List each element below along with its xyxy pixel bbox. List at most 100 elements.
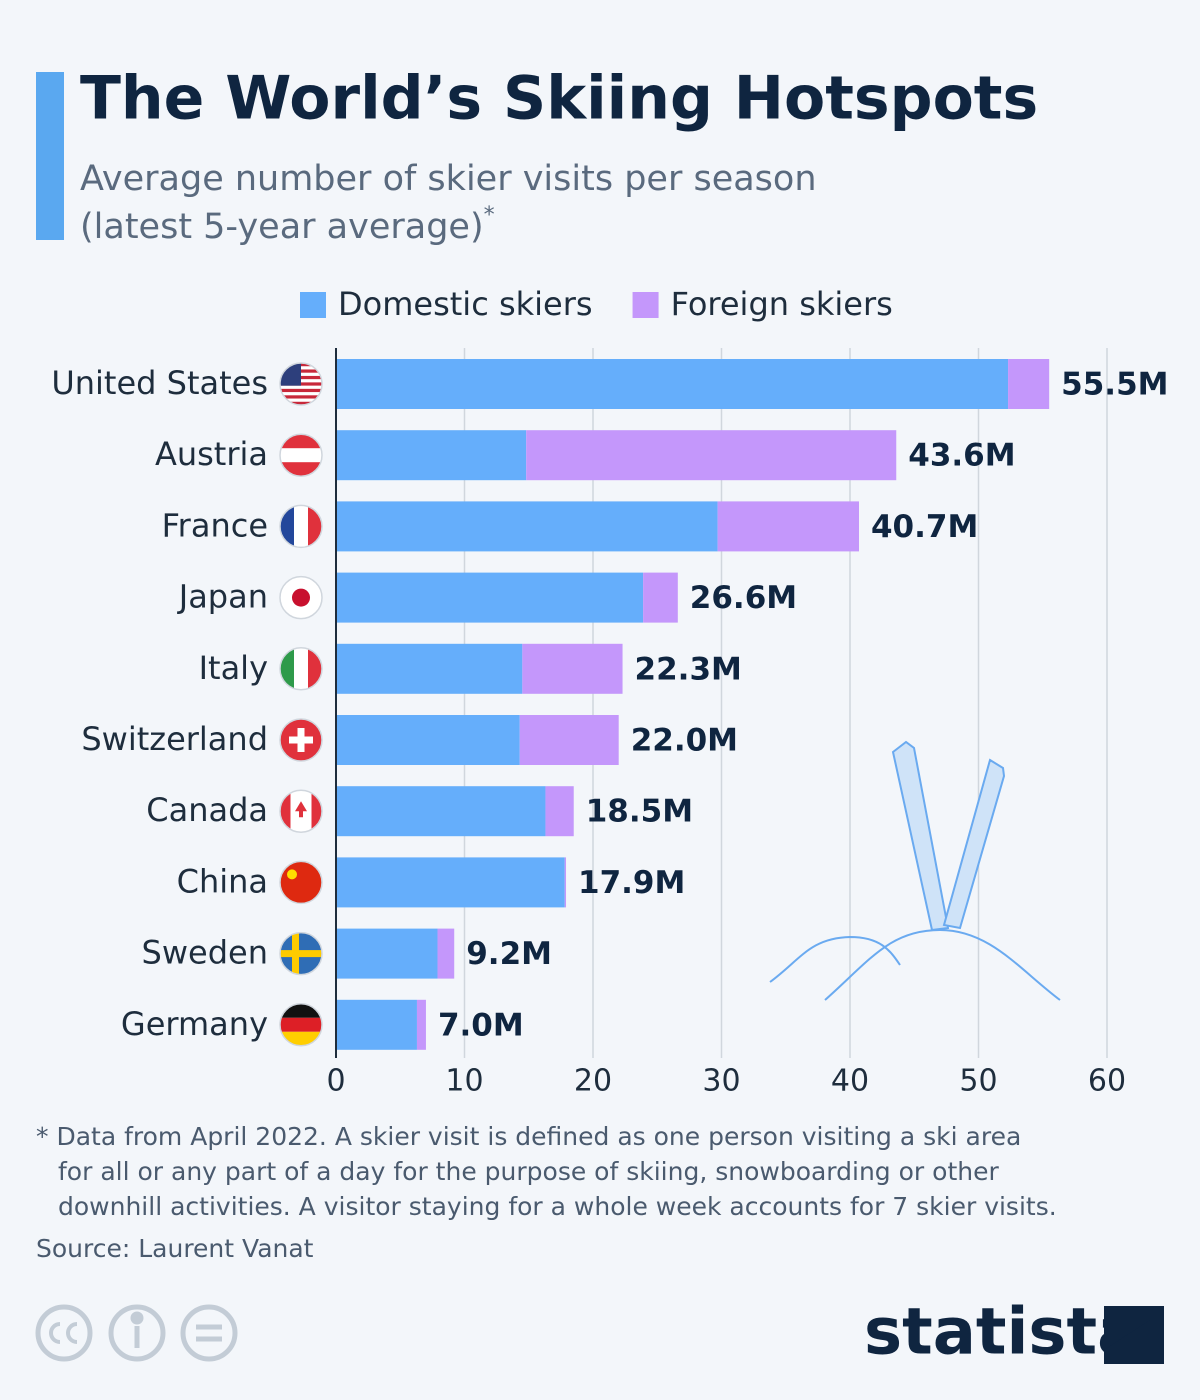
data-label: 22.0M [631, 723, 738, 759]
flag [280, 861, 322, 904]
brand-icon [1104, 1306, 1164, 1364]
bar-segment [1008, 359, 1050, 409]
y-tick-label: Austria [155, 435, 268, 473]
bar-segment [336, 430, 527, 481]
bar-segment [336, 786, 546, 837]
data-label: 55.5M [1061, 367, 1168, 403]
legend-swatch [632, 292, 659, 318]
x-tick-label: 40 [831, 1064, 869, 1099]
bar-segment [336, 501, 718, 552]
y-tick-label: Canada [146, 791, 268, 829]
plot: Domestic skiers Foreign skiers 0 10 20 30 40 50… [51, 285, 1168, 1099]
flag [280, 932, 322, 975]
chart-title: The World’s Skiing Hotspots [80, 64, 1038, 134]
flag-part [292, 932, 299, 975]
flag-part [280, 401, 322, 405]
flag-border [279, 575, 323, 620]
bar-segment [336, 999, 417, 1050]
ski-illustration [769, 740, 1061, 1001]
data-label: 40.7M [871, 509, 978, 545]
x-tick-label: 50 [959, 1064, 997, 1099]
accent-bar [36, 72, 64, 240]
bar-segment [519, 715, 619, 765]
flag-part [280, 388, 322, 393]
y-tick-label: Germany [121, 1005, 268, 1043]
flag-border [279, 362, 323, 406]
bar-segment [336, 857, 565, 908]
flag-part [280, 448, 322, 463]
bar-segment [336, 715, 520, 765]
flag-part [311, 790, 322, 833]
legend-swatch [300, 292, 326, 318]
flag-border [279, 504, 323, 549]
footnote: for all or any part of a day for the pur… [58, 1157, 999, 1186]
flag-part [287, 869, 297, 880]
flag-part [294, 647, 308, 690]
bar-segment [336, 572, 644, 623]
subtitle-line: (latest 5-year average) [80, 207, 484, 247]
y-tick-label: China [177, 862, 268, 900]
bar-segment [522, 643, 623, 694]
y-tick-label: United States [51, 364, 268, 402]
data-label: 9.2M [466, 936, 552, 972]
bar-segment [336, 643, 523, 694]
bar-segment [717, 501, 859, 552]
data-label: 18.5M [586, 794, 693, 830]
flag [280, 790, 322, 833]
y-tick-label: Japan [177, 578, 268, 616]
flag [280, 576, 322, 619]
legend-label: Domestic skiers [338, 285, 593, 323]
flag-part [294, 505, 308, 548]
flag-part [280, 950, 322, 958]
flag-border [279, 433, 323, 477]
flag-part [289, 736, 313, 744]
bar-segment [336, 359, 1009, 409]
x-tick-label: 60 [1088, 1064, 1126, 1099]
bar-segment [336, 928, 438, 979]
data-label: 22.3M [635, 651, 742, 687]
y-tick-label: Switzerland [81, 720, 268, 758]
flag-border [279, 860, 323, 905]
flag-border [279, 789, 323, 833]
y-tick-label: Italy [199, 649, 268, 687]
flag [280, 719, 322, 761]
y-tick-label: Sweden [142, 934, 268, 972]
bar-segment [545, 786, 574, 837]
y-tick-label: France [162, 506, 268, 544]
flag-border [279, 1003, 323, 1047]
bar-segment [643, 572, 678, 623]
flag-part [280, 861, 322, 904]
chart-subtitle: Average number of skier visits per seaso… [80, 159, 817, 199]
flag-border [279, 647, 323, 691]
data-label: 7.0M [438, 1007, 524, 1043]
x-tick-label: 10 [445, 1064, 483, 1099]
data-label: 17.9M [578, 865, 685, 901]
legend-label: Foreign skiers [671, 285, 893, 323]
flag-border [279, 718, 323, 762]
flag-part [280, 1017, 322, 1032]
flag-part [292, 588, 310, 607]
flag-part [280, 790, 291, 833]
flag [280, 434, 322, 477]
license-icons [35, 1304, 238, 1362]
x-tick-label: 20 [574, 1064, 612, 1099]
flag-border [279, 931, 323, 976]
bar-segment [564, 857, 567, 908]
x-tick-label: 30 [702, 1064, 740, 1099]
x-tick-label: 0 [326, 1064, 345, 1099]
source: Source: Laurent Vanat [36, 1234, 314, 1263]
chart-subtitle: (latest 5-year average)* [80, 203, 495, 247]
brand-logo: statista [864, 1296, 1140, 1370]
subtitle-mark: * [484, 203, 495, 228]
flag-part [295, 801, 307, 818]
bar-segment [437, 928, 455, 979]
footnote: downhill activities. A visitor staying f… [58, 1192, 1057, 1221]
bar-segment [416, 999, 426, 1050]
footnote: * Data from April 2022. A skier visit is… [36, 1122, 1021, 1151]
data-label: 43.6M [908, 438, 1015, 474]
flag-part [280, 395, 322, 399]
bar-segment [526, 430, 897, 481]
data-label: 26.6M [690, 580, 797, 616]
